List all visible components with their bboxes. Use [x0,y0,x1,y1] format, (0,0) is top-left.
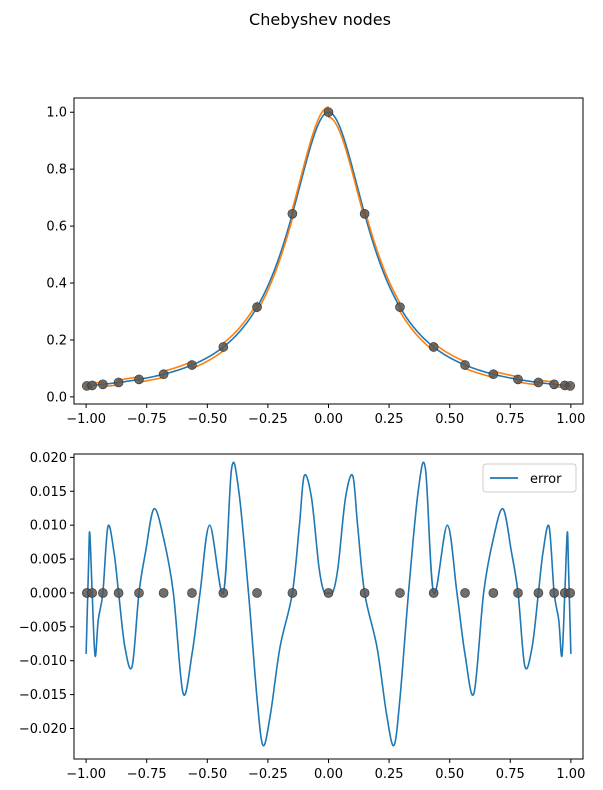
node-point [565,588,576,598]
x-tick-label: 1.00 [556,412,585,427]
node-point [287,209,298,219]
node-point [98,588,108,598]
y-tick-label: 1.0 [46,106,67,121]
x-tick-label: 0.25 [375,767,404,782]
node-point [218,588,229,598]
y-tick-label: 0.010 [30,519,67,534]
x-tick-label: −0.25 [248,767,288,782]
node-point [323,107,334,118]
y-tick-label: 0.2 [46,333,67,348]
node-point [533,377,544,388]
node-point [549,379,559,390]
node-point [134,588,144,598]
node-point [113,588,124,598]
x-tick-label: −1.00 [66,767,106,782]
x-tick-label: 0.50 [435,767,464,782]
y-tick-label: −0.015 [19,688,67,703]
node-point [513,588,523,598]
node-point [87,380,98,391]
x-tick-label: 0.75 [496,412,525,427]
y-tick-label: −0.020 [19,722,67,737]
y-tick-label: 0.020 [30,451,67,466]
y-tick-label: 0.000 [30,586,67,601]
node-point [533,588,544,598]
node-point [395,588,405,598]
y-tick-label: 0.8 [46,163,67,178]
bottom-axes: −1.00 −0.75 −0.50 −0.25 0.00 0.25 0.50 0.75 1.00… [19,451,585,782]
node-point [549,588,559,598]
x-tick-label: −0.25 [248,412,288,427]
x-tick-label: 0.00 [314,412,343,427]
node-point [98,379,108,390]
node-point [428,342,439,352]
y-tick-label: −0.010 [19,654,67,669]
node-point [323,588,334,598]
x-tick-label: 1.00 [556,767,585,782]
node-point [113,377,124,388]
node-point [359,588,370,598]
node-point [488,588,499,598]
node-point [395,302,405,312]
figure-suptitle: Chebyshev nodes [249,10,391,29]
x-tick-label: 0.75 [496,767,525,782]
y-tick-label: 0.015 [30,485,67,500]
node-point [460,360,470,370]
node-point [287,588,298,598]
y-tick-label: 0.6 [46,220,67,235]
x-tick-label: −1.00 [66,412,106,427]
legend: error [482,463,577,493]
y-tick-label: 0.4 [46,277,67,292]
node-point [218,342,229,352]
y-tick-label: 0.005 [30,553,67,568]
node-point [87,588,98,598]
node-point [488,369,499,380]
x-tick-label: −0.50 [187,412,227,427]
node-point [134,374,144,385]
y-tick-label: 0.0 [46,390,67,405]
node-point [187,360,197,370]
y-tick-label: −0.005 [19,620,67,635]
node-point [460,588,470,598]
x-tick-label: −0.50 [187,767,227,782]
x-tick-label: 0.00 [314,767,343,782]
node-point [428,588,439,598]
plot-area [81,461,576,747]
node-point [565,381,576,391]
plot-area [81,106,576,391]
node-point [513,374,523,385]
x-tick-label: 0.50 [435,412,464,427]
node-point [252,302,262,312]
node-point [252,588,262,598]
x-tick-label: −0.75 [127,412,167,427]
node-point [158,369,169,380]
x-tick-label: −0.75 [127,767,167,782]
node-point [359,209,370,219]
top-axes: −1.00 −0.75 −0.50 −0.25 0.00 0.25 0.50 0.75 1.00… [46,97,585,427]
legend-box [482,463,577,493]
x-tick-label: 0.25 [375,412,404,427]
node-point [187,588,197,598]
node-point [158,588,169,598]
legend-label-error: error [530,472,562,487]
